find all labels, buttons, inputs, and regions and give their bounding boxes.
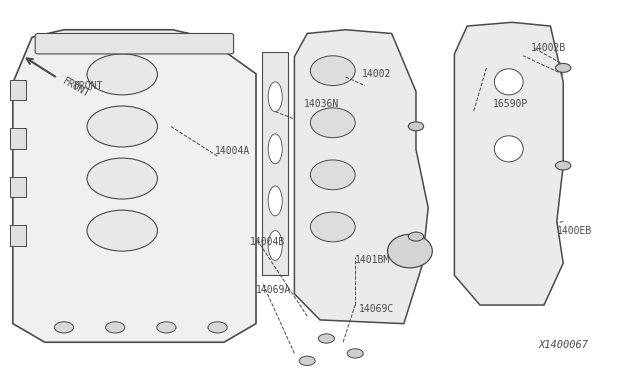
Ellipse shape	[268, 82, 282, 112]
PathPatch shape	[262, 52, 288, 275]
Bar	[10, 177, 26, 197]
Ellipse shape	[300, 356, 316, 365]
Circle shape	[106, 322, 125, 333]
Ellipse shape	[388, 234, 433, 268]
Bar	[10, 225, 26, 246]
Text: 1400EB: 1400EB	[557, 226, 592, 235]
Circle shape	[408, 122, 424, 131]
Circle shape	[408, 232, 424, 241]
Text: 14004A: 14004A	[214, 146, 250, 155]
Ellipse shape	[310, 108, 355, 138]
Ellipse shape	[268, 231, 282, 260]
Ellipse shape	[268, 134, 282, 164]
Ellipse shape	[348, 349, 364, 358]
Ellipse shape	[319, 334, 334, 343]
Text: 1401BM: 1401BM	[355, 256, 390, 265]
PathPatch shape	[454, 22, 563, 305]
Text: X1400067: X1400067	[539, 340, 589, 350]
Text: 14069C: 14069C	[358, 304, 394, 314]
Circle shape	[87, 158, 157, 199]
Ellipse shape	[310, 212, 355, 242]
Ellipse shape	[494, 136, 523, 162]
Text: FRONT: FRONT	[74, 81, 103, 90]
Ellipse shape	[310, 160, 355, 190]
Circle shape	[208, 322, 227, 333]
Circle shape	[87, 106, 157, 147]
Text: 14036N: 14036N	[304, 99, 339, 109]
Circle shape	[556, 161, 571, 170]
Ellipse shape	[268, 186, 282, 216]
Circle shape	[157, 322, 176, 333]
Circle shape	[54, 322, 74, 333]
Text: 14002: 14002	[362, 70, 391, 79]
Text: 14002B: 14002B	[531, 44, 566, 53]
Ellipse shape	[494, 69, 523, 95]
Text: 14069A: 14069A	[256, 285, 291, 295]
Ellipse shape	[310, 56, 355, 86]
FancyBboxPatch shape	[35, 33, 234, 54]
Bar	[10, 80, 26, 100]
Text: 14004B: 14004B	[250, 237, 285, 247]
Circle shape	[556, 64, 571, 73]
PathPatch shape	[294, 30, 428, 324]
Bar	[10, 128, 26, 149]
Text: 16590P: 16590P	[493, 99, 528, 109]
Circle shape	[87, 210, 157, 251]
Text: FRONT: FRONT	[61, 76, 92, 100]
Circle shape	[87, 54, 157, 95]
PathPatch shape	[13, 30, 256, 342]
